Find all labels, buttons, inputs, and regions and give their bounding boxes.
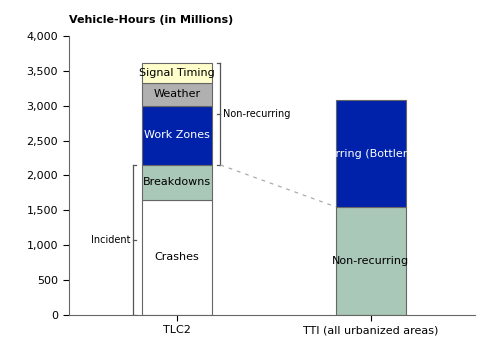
Text: Signal Timing: Signal Timing <box>139 68 215 78</box>
Bar <box>142 63 212 83</box>
Bar <box>142 83 212 106</box>
Bar <box>142 200 212 315</box>
Text: Breakdowns: Breakdowns <box>143 178 211 187</box>
Bar <box>336 100 406 207</box>
Text: Non-recurring: Non-recurring <box>332 256 409 266</box>
Bar <box>336 207 406 315</box>
Text: Work Zones: Work Zones <box>144 130 210 140</box>
Text: Incident: Incident <box>91 235 130 245</box>
Text: Recurring (Bottleneck): Recurring (Bottleneck) <box>308 149 434 159</box>
Bar <box>142 106 212 165</box>
Bar <box>142 165 212 200</box>
Text: Crashes: Crashes <box>155 252 199 262</box>
Text: Non-recurring: Non-recurring <box>223 109 291 119</box>
Text: Vehicle-Hours (in Millions): Vehicle-Hours (in Millions) <box>69 15 233 25</box>
Text: Weather: Weather <box>153 89 200 99</box>
